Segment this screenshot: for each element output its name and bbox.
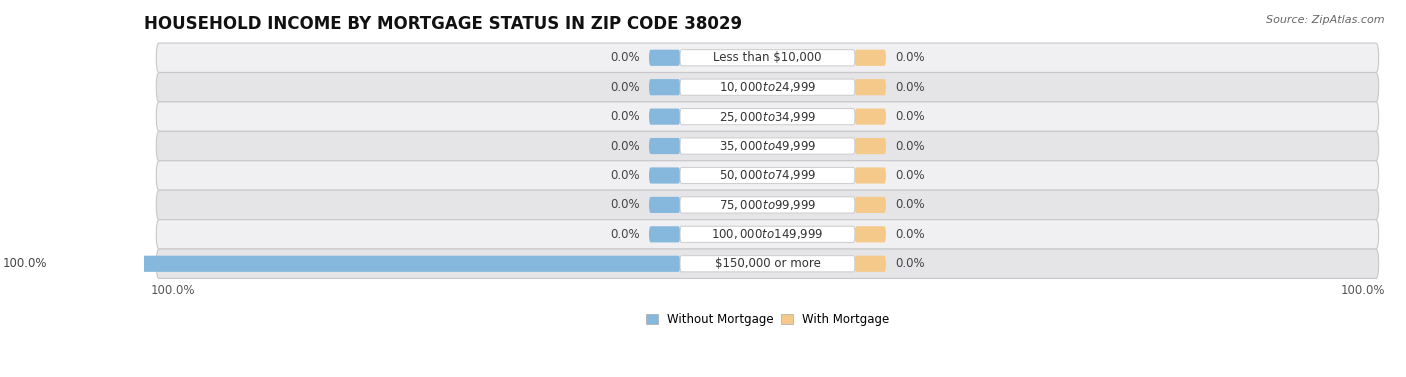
Text: 0.0%: 0.0% <box>896 139 925 153</box>
FancyBboxPatch shape <box>855 167 886 184</box>
Text: 0.0%: 0.0% <box>610 81 640 94</box>
Text: 0.0%: 0.0% <box>896 110 925 123</box>
Text: Less than $10,000: Less than $10,000 <box>713 51 821 64</box>
Text: 0.0%: 0.0% <box>610 110 640 123</box>
Text: 0.0%: 0.0% <box>610 169 640 182</box>
FancyBboxPatch shape <box>855 226 886 242</box>
Text: $50,000 to $74,999: $50,000 to $74,999 <box>718 169 817 182</box>
FancyBboxPatch shape <box>156 190 1379 220</box>
FancyBboxPatch shape <box>650 50 681 66</box>
FancyBboxPatch shape <box>855 197 886 213</box>
Legend: Without Mortgage, With Mortgage: Without Mortgage, With Mortgage <box>644 311 891 329</box>
FancyBboxPatch shape <box>650 79 681 95</box>
Text: HOUSEHOLD INCOME BY MORTGAGE STATUS IN ZIP CODE 38029: HOUSEHOLD INCOME BY MORTGAGE STATUS IN Z… <box>143 15 742 33</box>
FancyBboxPatch shape <box>681 197 855 213</box>
FancyBboxPatch shape <box>855 79 886 95</box>
FancyBboxPatch shape <box>681 138 855 154</box>
FancyBboxPatch shape <box>156 220 1379 249</box>
FancyBboxPatch shape <box>650 197 681 213</box>
FancyBboxPatch shape <box>650 109 681 125</box>
FancyBboxPatch shape <box>156 102 1379 131</box>
FancyBboxPatch shape <box>681 79 855 95</box>
Text: $75,000 to $99,999: $75,000 to $99,999 <box>718 198 817 212</box>
FancyBboxPatch shape <box>156 249 1379 279</box>
Text: $25,000 to $34,999: $25,000 to $34,999 <box>718 110 817 124</box>
Text: 0.0%: 0.0% <box>610 139 640 153</box>
Text: $10,000 to $24,999: $10,000 to $24,999 <box>718 80 817 94</box>
FancyBboxPatch shape <box>681 50 855 66</box>
Text: 0.0%: 0.0% <box>896 198 925 211</box>
FancyBboxPatch shape <box>855 109 886 125</box>
FancyBboxPatch shape <box>156 43 1379 72</box>
FancyBboxPatch shape <box>156 72 1379 102</box>
FancyBboxPatch shape <box>56 256 681 272</box>
FancyBboxPatch shape <box>681 256 855 272</box>
FancyBboxPatch shape <box>855 50 886 66</box>
FancyBboxPatch shape <box>681 226 855 242</box>
FancyBboxPatch shape <box>681 109 855 125</box>
FancyBboxPatch shape <box>650 226 681 242</box>
Text: 0.0%: 0.0% <box>896 169 925 182</box>
Text: 0.0%: 0.0% <box>896 228 925 241</box>
FancyBboxPatch shape <box>650 138 681 154</box>
FancyBboxPatch shape <box>855 256 886 272</box>
FancyBboxPatch shape <box>156 131 1379 161</box>
FancyBboxPatch shape <box>650 167 681 184</box>
Text: 0.0%: 0.0% <box>896 81 925 94</box>
FancyBboxPatch shape <box>156 161 1379 190</box>
Text: 0.0%: 0.0% <box>610 198 640 211</box>
Text: $150,000 or more: $150,000 or more <box>714 257 821 270</box>
Text: 100.0%: 100.0% <box>150 284 194 297</box>
FancyBboxPatch shape <box>681 167 855 184</box>
Text: $100,000 to $149,999: $100,000 to $149,999 <box>711 227 824 241</box>
Text: 0.0%: 0.0% <box>610 228 640 241</box>
FancyBboxPatch shape <box>855 138 886 154</box>
Text: 0.0%: 0.0% <box>896 257 925 270</box>
Text: 100.0%: 100.0% <box>1340 284 1385 297</box>
Text: Source: ZipAtlas.com: Source: ZipAtlas.com <box>1267 15 1385 25</box>
Text: 100.0%: 100.0% <box>3 257 48 270</box>
Text: 0.0%: 0.0% <box>896 51 925 64</box>
Text: 0.0%: 0.0% <box>610 51 640 64</box>
Text: $35,000 to $49,999: $35,000 to $49,999 <box>718 139 817 153</box>
